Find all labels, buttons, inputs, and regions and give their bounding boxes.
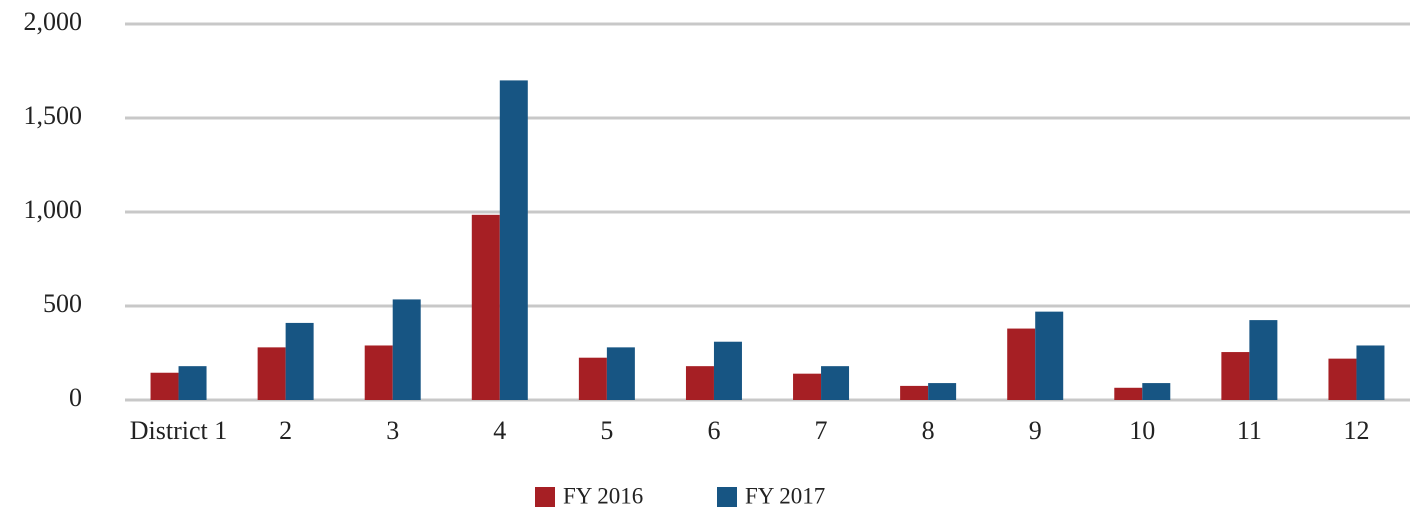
x-tick-label: 11 <box>1237 416 1262 445</box>
bar <box>793 373 822 400</box>
bar <box>471 214 500 400</box>
bar <box>1142 383 1171 400</box>
bar <box>606 347 635 400</box>
x-tick-label: 10 <box>1129 416 1155 445</box>
bar <box>1356 345 1385 400</box>
bar <box>685 366 714 400</box>
x-tick-label: 12 <box>1343 416 1369 445</box>
bar <box>1035 311 1064 400</box>
bar <box>1221 352 1250 400</box>
legend-label: FY 2017 <box>745 483 825 508</box>
legend-swatch <box>535 487 555 507</box>
bar <box>578 357 607 400</box>
bar <box>1328 358 1357 400</box>
legend-label: FY 2016 <box>563 483 643 508</box>
bar <box>928 383 957 400</box>
x-tick-label: 4 <box>493 416 506 445</box>
bar <box>1007 328 1036 400</box>
x-tick-label: 6 <box>707 416 720 445</box>
x-tick-label: District 1 <box>130 416 228 445</box>
bar <box>178 366 207 400</box>
bar <box>713 341 742 400</box>
y-tick-label: 500 <box>43 289 82 318</box>
bar <box>364 345 393 400</box>
x-tick-label: 7 <box>815 416 828 445</box>
y-tick-label: 1,500 <box>24 101 83 130</box>
bar <box>285 322 314 400</box>
y-tick-label: 2,000 <box>24 7 83 36</box>
bar <box>392 299 421 400</box>
y-tick-label: 1,000 <box>24 195 83 224</box>
y-tick-label: 0 <box>69 383 82 412</box>
x-tick-label: 5 <box>600 416 613 445</box>
legend-swatch <box>717 487 737 507</box>
x-tick-label: 3 <box>386 416 399 445</box>
bar <box>821 366 850 400</box>
x-tick-label: 2 <box>279 416 292 445</box>
x-tick-label: 9 <box>1029 416 1042 445</box>
bar <box>257 347 286 400</box>
bar <box>150 372 179 400</box>
bar <box>1249 320 1278 400</box>
bar <box>900 385 929 400</box>
bar <box>1114 387 1143 400</box>
bar <box>499 80 528 401</box>
x-tick-label: 8 <box>922 416 935 445</box>
